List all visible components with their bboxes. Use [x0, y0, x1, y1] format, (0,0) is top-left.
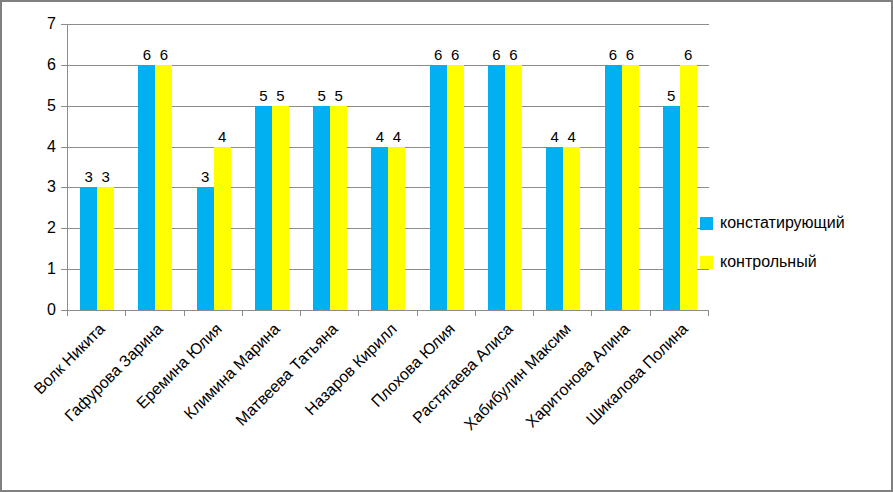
y-axis-tick-mark	[61, 147, 67, 148]
bar-data-label: 6	[143, 47, 151, 62]
bar-series2: 6	[622, 65, 639, 310]
y-axis-tick-label: 3	[24, 179, 56, 195]
bar-group: 44	[534, 24, 592, 310]
bar-data-label: 6	[434, 47, 442, 62]
x-axis-tick-mark	[650, 310, 651, 316]
bar-series1: 4	[371, 147, 388, 310]
bar-data-label: 5	[276, 88, 284, 103]
chart-legend: констатирующий контрольный	[700, 215, 845, 270]
bar-data-label: 5	[318, 88, 326, 103]
x-axis-tick-mark	[358, 310, 359, 316]
bar-group: 55	[243, 24, 301, 310]
x-axis-tick-mark	[67, 310, 68, 316]
bar-group: 34	[185, 24, 243, 310]
bar-series1: 5	[663, 106, 680, 310]
y-axis-tick-mark	[61, 24, 67, 25]
bar-series2: 5	[330, 106, 347, 310]
bar-data-label: 6	[626, 47, 634, 62]
bar-data-label: 4	[218, 129, 226, 144]
bar-series2: 4	[214, 147, 231, 310]
bar-data-label: 4	[376, 129, 384, 144]
bar-group: 44	[359, 24, 417, 310]
bar-series2: 6	[155, 65, 172, 310]
bar-group: 66	[592, 24, 650, 310]
y-axis-tick-mark	[61, 187, 67, 188]
bar-group: 66	[476, 24, 534, 310]
bar-data-label: 6	[509, 47, 517, 62]
bar-data-label: 4	[551, 129, 559, 144]
legend-entry: констатирующий	[700, 215, 845, 231]
legend-swatch-series1	[700, 217, 713, 230]
bar-group: 66	[126, 24, 184, 310]
x-axis-tick-mark	[708, 310, 709, 316]
bar-groups: 3366345555446666446656	[68, 24, 709, 310]
bar-data-label: 6	[492, 47, 500, 62]
bar-data-label: 6	[609, 47, 617, 62]
plot-area: 3366345555446666446656	[67, 24, 709, 311]
x-axis-tick-mark	[475, 310, 476, 316]
bar-group: 33	[68, 24, 126, 310]
y-axis-tick-label: 0	[24, 302, 56, 318]
y-axis-tick-label: 2	[24, 220, 56, 236]
legend-label: констатирующий	[720, 215, 845, 231]
bar-data-label: 6	[451, 47, 459, 62]
bar-series1: 5	[313, 106, 330, 310]
x-axis-tick-mark	[533, 310, 534, 316]
y-axis-tick-label: 7	[24, 16, 56, 32]
bar-series2: 3	[97, 187, 114, 310]
bar-series2: 5	[272, 106, 289, 310]
y-axis-tick-mark	[61, 269, 67, 270]
bar-series1: 4	[546, 147, 563, 310]
bar-data-label: 3	[101, 169, 109, 184]
bar-group: 66	[418, 24, 476, 310]
x-axis-tick-mark	[125, 310, 126, 316]
x-axis-tick-mark	[300, 310, 301, 316]
x-axis-tick-mark	[184, 310, 185, 316]
chart-frame: 3366345555446666446656 констатирующийкон…	[0, 0, 893, 492]
x-axis-tick-mark	[417, 310, 418, 316]
bar-series2: 6	[505, 65, 522, 310]
bar-data-label: 4	[568, 129, 576, 144]
bar-series2: 6	[447, 65, 464, 310]
bar-series1: 6	[488, 65, 505, 310]
bar-series1: 6	[605, 65, 622, 310]
bar-series2: 4	[388, 147, 405, 310]
bar-data-label: 6	[684, 47, 692, 62]
bar-data-label: 4	[393, 129, 401, 144]
y-axis-tick-mark	[61, 228, 67, 229]
bar-series2: 4	[563, 147, 580, 310]
y-axis-tick-label: 1	[24, 261, 56, 277]
y-axis-tick-mark	[61, 65, 67, 66]
y-axis-tick-label: 6	[24, 57, 56, 73]
bar-series1: 3	[80, 187, 97, 310]
legend-entry: контрольный	[700, 254, 845, 270]
legend-swatch-series2	[700, 256, 713, 269]
bar-series1: 6	[430, 65, 447, 310]
bar-data-label: 5	[335, 88, 343, 103]
bar-series1: 3	[197, 187, 214, 310]
bar-data-label: 5	[259, 88, 267, 103]
bar-series2: 6	[680, 65, 697, 310]
bar-series1: 5	[255, 106, 272, 310]
bar-group: 55	[301, 24, 359, 310]
bar-data-label: 5	[667, 88, 675, 103]
bar-data-label: 6	[160, 47, 168, 62]
y-axis-tick-mark	[61, 106, 67, 107]
x-axis-tick-mark	[242, 310, 243, 316]
y-axis-tick-label: 5	[24, 98, 56, 114]
legend-label: контрольный	[720, 254, 817, 270]
bar-data-label: 3	[201, 169, 209, 184]
y-axis-tick-label: 4	[24, 139, 56, 155]
x-axis-tick-mark	[591, 310, 592, 316]
bar-series1: 6	[138, 65, 155, 310]
bar-data-label: 3	[84, 169, 92, 184]
